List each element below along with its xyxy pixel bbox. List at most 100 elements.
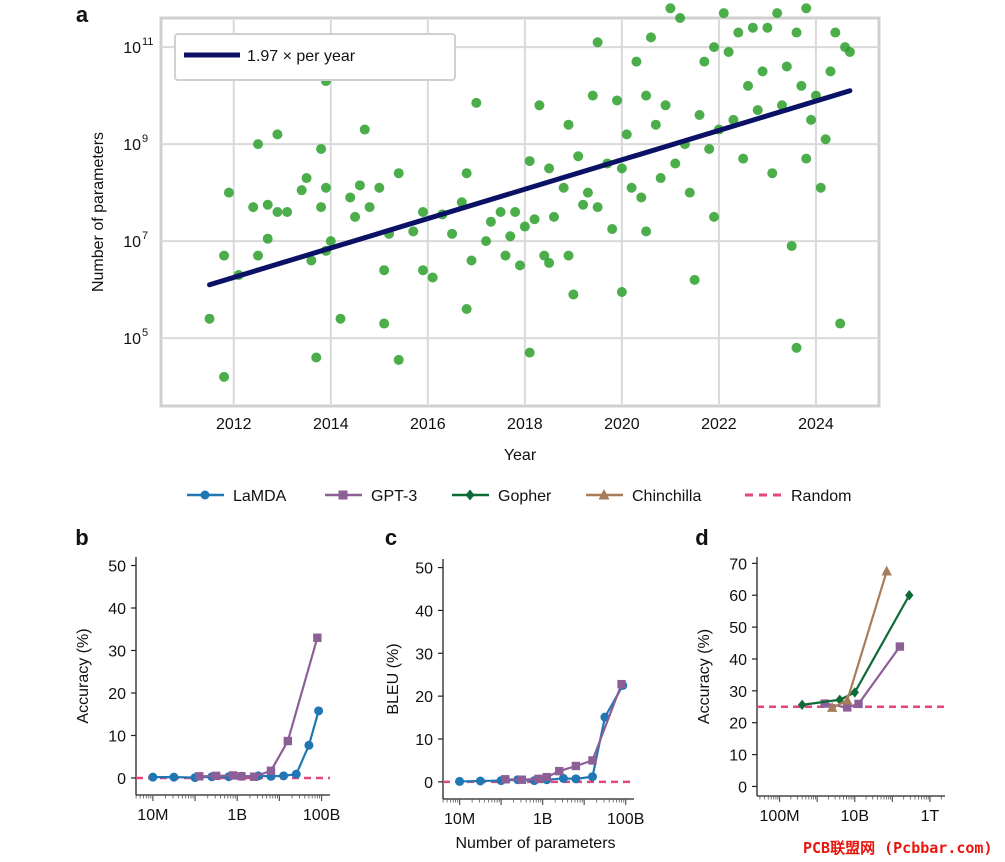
panel-a-point (544, 257, 555, 268)
panel-b-point-gpt-3 (283, 736, 293, 746)
panel-d-point-gopher (905, 590, 914, 601)
panel-a-point (524, 156, 535, 167)
panel-d-x-tick-label: 1T (921, 808, 940, 825)
panel-c-x-tick-label: 100B (607, 811, 644, 828)
panel-d-point-gpt-3 (820, 699, 829, 708)
panel-d-y-tick-label: 30 (729, 684, 747, 701)
panel-a-point (393, 354, 404, 365)
panel-a-point (325, 236, 336, 247)
panel-c-point-lamda (571, 774, 581, 784)
panel-a-point (495, 207, 506, 217)
panel-c-point-gpt-3 (588, 756, 597, 765)
panel-a-point (650, 119, 661, 130)
panel-a-y-tick-base: 10 (123, 40, 141, 57)
panel-a-point (820, 134, 831, 145)
panel-a-point (791, 342, 802, 353)
panel-a-legend-label: 1.97 × per year (247, 48, 356, 65)
panel-c-point-gpt-3 (555, 766, 564, 776)
panel-a-point (461, 304, 472, 314)
panel-a-point (791, 27, 802, 38)
panel-a-point (694, 110, 705, 120)
panel-a-point (563, 250, 574, 261)
panel-a-point (801, 3, 812, 14)
panel-b-y-tick-label: 50 (108, 559, 126, 576)
panel-a-point (558, 182, 569, 193)
panel-a-y-tick-exponent: 11 (142, 36, 153, 48)
panel-a-point (485, 216, 496, 227)
panel-c-point-gpt-3 (517, 775, 527, 784)
panel-c-x-tick-label: 10M (444, 811, 475, 828)
panel-a-point (316, 202, 327, 213)
panel-c-y-tick-label: 10 (415, 732, 433, 749)
panel-a-point (529, 214, 540, 225)
panel-d-series-line-chinchilla (831, 571, 888, 709)
panel-a-y-tick-exponent: 7 (142, 230, 148, 242)
panel-c-point-gpt-3 (534, 774, 543, 784)
panel-a-point (427, 272, 438, 283)
panel-d-letter: d (695, 525, 708, 550)
panel-d-point-gpt-3 (895, 642, 905, 651)
panel-a-point (262, 233, 273, 244)
panel-a-point (733, 27, 744, 38)
panel-d-y-tick-label: 60 (729, 588, 747, 605)
panel-a-point (776, 100, 787, 111)
panel-a-point (272, 207, 283, 217)
panel-a-x-tick-label: 2024 (798, 416, 834, 433)
panel-a-point (578, 199, 589, 210)
panel-a-point (752, 105, 763, 116)
panel-a-point (767, 168, 778, 179)
panel-a-y-tick-base: 10 (123, 331, 141, 348)
panel-a-point (272, 129, 283, 140)
panel-b-point-lamda (279, 771, 289, 781)
panel-a-point (417, 265, 428, 276)
panel-c-x-axis-label: Number of parameters (455, 835, 615, 852)
panel-b-point-gpt-3 (249, 772, 259, 781)
panel-a-point (815, 182, 826, 193)
panel-a-x-tick-label: 2012 (216, 416, 252, 433)
watermark: PCB联盟网 (Pcbbar.com) (803, 839, 993, 857)
panel-d-point-chinchilla (827, 702, 838, 712)
panel-a-point (728, 114, 739, 125)
panel-a-point (219, 250, 230, 261)
panel-a-point (568, 289, 579, 300)
panel-a-y-tick-base: 10 (123, 137, 141, 154)
panel-a-point (718, 8, 729, 19)
panel-a-point (636, 192, 647, 203)
panel-b-point-gpt-3 (266, 766, 276, 775)
panel-c-y-tick-label: 40 (415, 603, 433, 620)
panel-d-point-gopher (797, 699, 807, 711)
panel-a-point (830, 27, 841, 38)
panel-a-point (408, 226, 419, 237)
panel-a-point (539, 250, 550, 261)
panel-d-point-gopher (835, 694, 844, 705)
panel-c-x-tick-label: 1B (533, 811, 553, 828)
panel-c-point-lamda (587, 772, 597, 782)
panel-a-point (320, 182, 331, 193)
panel-a-point (573, 151, 584, 162)
panel-a-point (253, 139, 264, 150)
panel-a-point (743, 80, 754, 91)
panel-a-point (772, 8, 783, 19)
panel-b-point-lamda (314, 706, 324, 716)
panel-a-point (631, 56, 642, 67)
panel-a-x-tick-label: 2020 (604, 416, 640, 433)
panel-b-x-tick-label: 1B (227, 807, 247, 824)
panel-a-point (582, 187, 593, 198)
panel-c-point-gpt-3 (617, 679, 626, 689)
panel-a-point (335, 313, 346, 324)
panel-a-point (364, 202, 375, 213)
panel-a-point (806, 114, 817, 125)
panel-a-point (563, 119, 574, 130)
panel-a-point (670, 158, 681, 169)
panel-c-series-line-lamda (459, 684, 624, 783)
panel-a-point (466, 255, 477, 266)
panel-c-y-tick-label: 30 (415, 646, 433, 663)
panel-b-series-line-gpt-3 (199, 637, 319, 778)
panel-a-point (641, 90, 652, 101)
panel-d-point-chinchilla (881, 565, 892, 576)
panel-a-point (612, 95, 623, 106)
panel-d-y-tick-label: 70 (729, 556, 747, 573)
panel-c-y-tick-label: 20 (415, 689, 433, 706)
panel-a-point (835, 318, 846, 329)
